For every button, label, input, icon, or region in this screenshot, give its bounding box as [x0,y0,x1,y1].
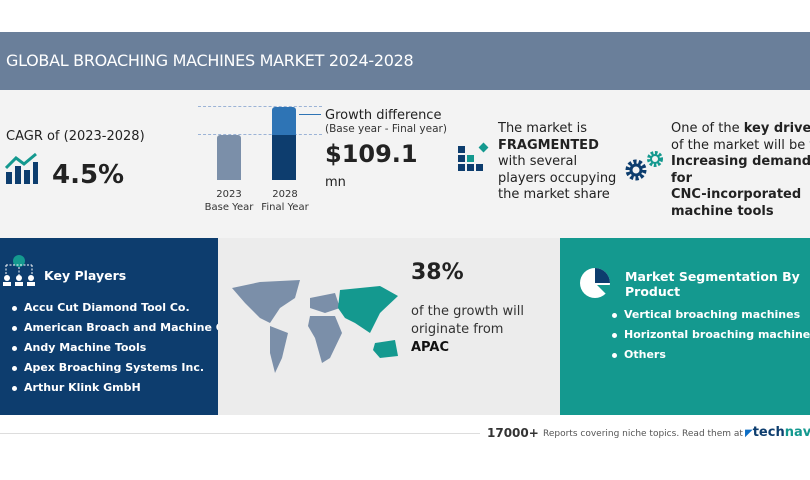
bar-2028-growth [272,107,296,135]
list-item: Others [610,348,810,368]
drivers-bold: CNC-incorporated [671,187,802,202]
drivers-text: One of the key drivers of the market wil… [671,121,810,220]
stats-strip: CAGR of (2023-2028) 4.5% 2023 Base Year 2… [0,90,810,238]
logo-part: tech [752,425,785,440]
frag-line: with several [498,154,578,169]
drivers-bold: for [671,170,692,186]
segmentation-panel: Market Segmentation By Product Vertical … [560,238,810,415]
key-players-list: Accu Cut Diamond Tool Co. American Broac… [10,301,218,401]
frag-bold: FRAGMENTED [498,137,599,153]
key-players-title: Key Players [44,268,127,283]
region-percent: 38% [411,260,464,285]
key-players-panel: Key Players Accu Cut Diamond Tool Co. Am… [0,238,218,415]
list-item: Apex Broaching Systems Inc. [10,361,218,381]
key-players-icon [3,255,35,286]
final-year-text: Final Year [261,202,309,213]
final-year-label: 2028 Final Year [255,188,315,214]
title-banner: GLOBAL BROACHING MACHINES MARKET 2024-20… [0,32,810,90]
growth-value: $109.1 [325,140,418,168]
frag-line: the market share [498,187,610,202]
region-text: of the growth will originate from APAC [411,303,524,357]
region-panel: 38% of the growth will originate from AP… [218,238,560,415]
bar-2028-base [272,135,296,180]
drivers-pre: One of the [671,121,744,136]
list-item: Arthur Klink GmbH [10,381,218,401]
footer-text: Reports covering niche topics. Read them… [543,429,743,439]
growth-title: Growth difference [325,108,442,123]
drivers-bold: Increasing demand [671,154,810,169]
base-year-label: 2023 Base Year [200,188,258,214]
growth-subtitle: (Base year - Final year) [325,123,447,135]
gears-icon [625,151,663,181]
footer-count: 17000+ [487,426,539,440]
arrow-icon [299,114,321,115]
list-item: Andy Machine Tools [10,341,218,361]
list-item: American Broach and Machine Co. [10,321,218,341]
base-year: 2023 [216,189,242,200]
bar-2023 [217,135,241,180]
list-item: Horizontal broaching machines [610,328,810,348]
fragmented-text: The market is FRAGMENTED with several pl… [498,121,616,204]
drivers-bold: machine tools [671,203,774,219]
logo-part: navio [784,425,810,440]
cagr-value: 4.5% [52,160,125,190]
dash-line [198,134,322,135]
technavio-logo[interactable]: ◤technavio [745,425,810,440]
fragmented-blocks-icon [458,142,489,171]
base-year-text: Base Year [204,202,254,213]
growth-unit: mn [325,175,346,190]
growth-chart-icon [5,152,38,184]
dash-line [198,106,322,107]
list-item: Vertical broaching machines [610,308,810,328]
cagr-label: CAGR of (2023-2028) [6,129,145,144]
segmentation-title: Market Segmentation By Product [625,269,800,299]
drivers-bold: key drivers [743,121,810,136]
region-line: of the growth will [411,304,524,319]
region-line: originate from [411,322,504,337]
list-item: Accu Cut Diamond Tool Co. [10,301,218,321]
page-title: GLOBAL BROACHING MACHINES MARKET 2024-20… [6,51,414,70]
pie-chart-icon [580,268,610,298]
frag-line: players occupying [498,170,617,186]
segmentation-list: Vertical broaching machines Horizontal b… [610,308,810,368]
world-map-icon [232,280,398,373]
drivers-line: of the market will be the [671,137,810,153]
frag-line: The market is [498,121,587,136]
footer-divider [0,433,480,434]
region-name: APAC [411,340,449,355]
final-year: 2028 [272,189,298,200]
logo-arrow-icon: ◤ [745,428,753,439]
